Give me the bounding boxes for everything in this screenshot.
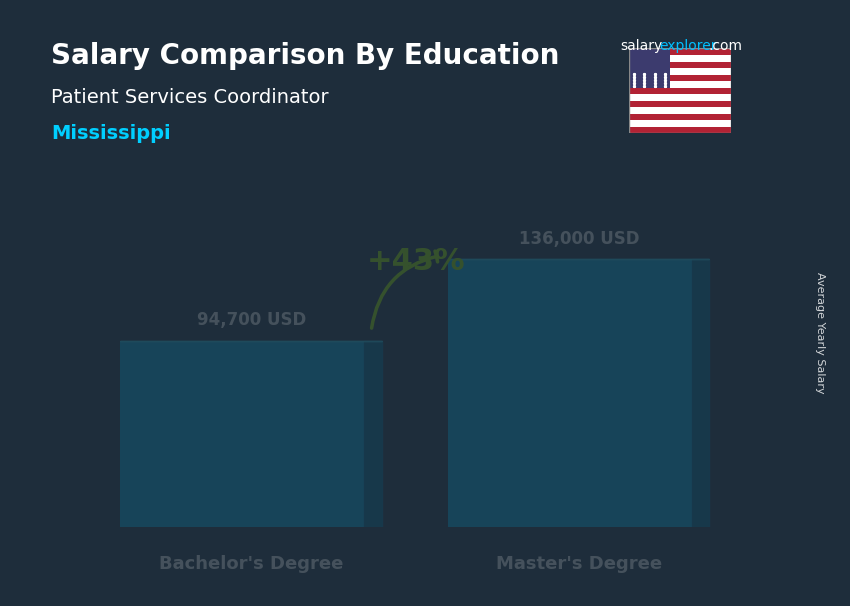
Bar — [629, 75, 731, 81]
Polygon shape — [692, 259, 709, 527]
Bar — [629, 68, 731, 75]
Bar — [629, 88, 731, 94]
Text: Salary Comparison By Education: Salary Comparison By Education — [51, 42, 559, 70]
Bar — [629, 107, 731, 114]
Text: Bachelor's Degree: Bachelor's Degree — [159, 555, 343, 573]
Text: 136,000 USD: 136,000 USD — [518, 230, 639, 247]
Text: .com: .com — [708, 39, 742, 53]
Text: Average Yearly Salary: Average Yearly Salary — [815, 273, 825, 394]
Text: +43%: +43% — [367, 247, 466, 276]
FancyBboxPatch shape — [448, 259, 692, 527]
Text: Mississippi: Mississippi — [51, 124, 171, 143]
Text: salary: salary — [620, 39, 663, 53]
Bar — [629, 101, 731, 107]
Text: Master's Degree: Master's Degree — [496, 555, 662, 573]
Text: explorer: explorer — [659, 39, 717, 53]
Bar — [629, 114, 731, 120]
Polygon shape — [364, 341, 382, 527]
Bar — [629, 62, 731, 68]
Text: Patient Services Coordinator: Patient Services Coordinator — [51, 88, 329, 107]
Bar — [629, 127, 731, 133]
Bar — [629, 81, 731, 88]
Bar — [629, 48, 670, 88]
Bar — [629, 55, 731, 62]
Bar — [629, 94, 731, 101]
Bar — [629, 120, 731, 127]
FancyBboxPatch shape — [121, 341, 364, 527]
Bar — [629, 48, 731, 55]
Text: 94,700 USD: 94,700 USD — [196, 311, 306, 329]
